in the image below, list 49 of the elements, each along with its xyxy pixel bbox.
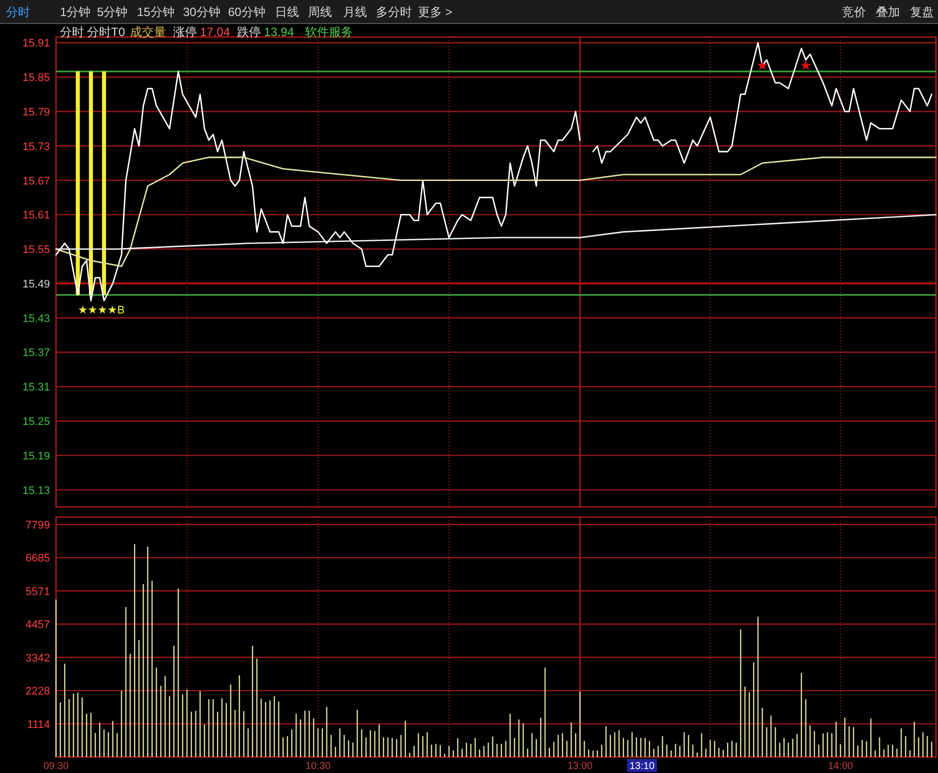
y-tick-label: 4457: [26, 619, 50, 632]
y-tick-label: 1114: [27, 718, 50, 731]
y-tick-label: 15.13: [22, 484, 50, 497]
y-tick-label: 15.61: [22, 210, 50, 222]
text: 5分钟: [97, 5, 128, 19]
y-tick-label: 3342: [26, 652, 50, 664]
y-tick-label: 15.73: [22, 140, 50, 153]
annotation: ★★★★B: [78, 304, 125, 316]
x-tick-label: 14:00: [828, 761, 854, 772]
annotation: 涨停: [173, 25, 197, 39]
text: 日线: [275, 5, 299, 19]
y-tick-label: 15.85: [22, 72, 50, 84]
text: 周线: [308, 5, 332, 19]
y-tick-label: 15.19: [22, 450, 50, 462]
text: 13:10: [629, 761, 655, 772]
annotation: 跌停: [237, 25, 261, 39]
y-tick-label: 6685: [26, 552, 50, 565]
y-tick-label: 15.49: [22, 278, 50, 290]
text: 竞价: [842, 5, 866, 19]
x-tick-label: 13:00: [567, 761, 593, 772]
y-tick-label: 15.91: [22, 38, 50, 50]
annotation: 软件服务: [305, 25, 353, 39]
y-tick-label: 15.37: [22, 347, 50, 360]
y-tick-label: 15.31: [22, 382, 50, 394]
x-tick-label: 09:30: [43, 761, 69, 772]
text: 更多 >: [418, 5, 452, 19]
y-tick-label: 5571: [26, 586, 50, 598]
y-tick-label: 15.55: [22, 244, 50, 256]
y-tick-label: 7799: [26, 519, 50, 532]
text: 叠加: [876, 5, 900, 19]
text: 多分时: [376, 5, 412, 19]
annotation: 成交量: [130, 25, 166, 39]
y-tick-label: 15.67: [22, 175, 50, 188]
text: 30分钟: [183, 5, 220, 19]
y-tick-label: 15.25: [22, 416, 50, 428]
text: 60分钟: [228, 5, 266, 19]
y-tick-label: 2228: [26, 686, 50, 698]
text: 15分钟: [137, 5, 174, 19]
y-tick-label: 15.79: [22, 106, 50, 119]
annotation: 13.94: [264, 25, 294, 39]
annotation: 分时: [60, 25, 84, 39]
text: 分时: [6, 5, 30, 19]
text: 月线: [343, 5, 367, 19]
x-tick-label: 10:30: [305, 761, 331, 772]
annotation: 17.04: [200, 25, 230, 39]
annotation: 分时T0: [87, 25, 126, 39]
text: 1分钟: [60, 5, 91, 19]
y-tick-label: 15.43: [22, 312, 50, 325]
text: 复盘: [910, 5, 934, 19]
